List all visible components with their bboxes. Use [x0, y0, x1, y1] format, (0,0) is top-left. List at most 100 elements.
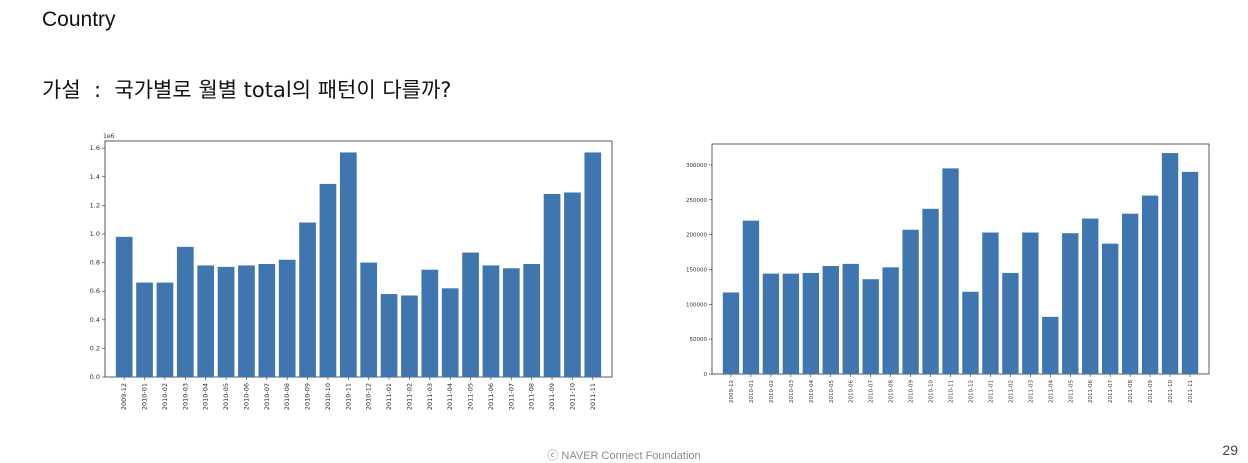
bar [115, 236, 133, 377]
y-tick-label: 0 [704, 372, 708, 378]
bar [942, 168, 959, 374]
y-offset-label: 1e6 [103, 133, 115, 140]
bar [238, 265, 255, 377]
x-tick-label: 2010-10 [929, 380, 935, 403]
y-tick-label: 1.2 [90, 201, 100, 209]
x-tick-label: 2010-09 [909, 380, 915, 403]
x-tick-label: 2010-08 [889, 380, 895, 403]
bar [1062, 233, 1079, 374]
bar [380, 294, 398, 377]
bar [523, 264, 541, 377]
bar [1141, 195, 1159, 374]
bar [564, 192, 581, 377]
x-tick-label: 2011-04 [446, 383, 454, 410]
bar [502, 268, 520, 377]
bar [278, 259, 296, 377]
bar [1042, 316, 1059, 374]
x-tick-label: 2010-01 [141, 383, 149, 410]
bar [339, 152, 357, 377]
x-tick-label: 2011-03 [426, 383, 434, 410]
bar [722, 292, 740, 374]
chart-right-svg: 0 50000 100000 150000 200000 250000 300000 2009… [686, 143, 1210, 403]
x-tick-label: 2010-10 [324, 383, 332, 410]
x-tick-label: 2011-05 [467, 383, 475, 410]
bar [156, 282, 174, 377]
bar [197, 265, 215, 377]
x-tick-label: 2010-02 [769, 380, 775, 403]
x-tick-label: 2010-08 [283, 383, 291, 410]
x-tick-label: 2010-05 [829, 380, 835, 403]
y-tick-label: 200000 [686, 233, 707, 239]
x-tick-label: 2009-12 [120, 383, 128, 410]
x-tick-label: 2011-09 [548, 383, 556, 410]
x-tick-label: 2010-04 [809, 380, 815, 403]
bar [1022, 232, 1039, 374]
x-tick-label: 2010-05 [222, 383, 230, 410]
x-tick-label: 2010-02 [161, 383, 169, 410]
y-tick-label: 1.4 [90, 173, 100, 181]
x-tick-label: 2011-10 [1168, 380, 1174, 403]
x-tick-label: 2010-04 [202, 383, 210, 410]
x-tick-label: 2011-10 [568, 383, 576, 410]
bar [782, 273, 800, 374]
x-tick-label: 2011-09 [1148, 380, 1154, 403]
x-tick-label: 2011-11 [589, 383, 597, 410]
bar [762, 273, 780, 374]
y-tick-label: 100000 [686, 302, 707, 308]
y-tick-label: 0.6 [90, 287, 100, 295]
y-tick-label: 150000 [686, 267, 707, 273]
x-tick-label: 2011-02 [1008, 380, 1014, 403]
bar [862, 279, 879, 374]
bar [962, 291, 979, 374]
x-tick-label: 2010-12 [365, 383, 373, 410]
x-tick-label: 2010-03 [181, 383, 189, 410]
bar [902, 229, 919, 374]
x-tick-label: 2011-08 [528, 383, 536, 410]
bar [1082, 218, 1099, 374]
x-tick-label: 2011-08 [1128, 380, 1134, 403]
x-tick-label: 2011-01 [988, 380, 994, 403]
bar [1121, 213, 1139, 374]
bar [543, 193, 561, 377]
y-tick-label: 300000 [686, 163, 707, 169]
bar [802, 272, 819, 374]
x-tick-label: 2010-12 [968, 380, 974, 403]
x-tick-label: 2010-07 [263, 383, 271, 410]
bar [882, 267, 899, 374]
plot-frame [711, 143, 1210, 375]
bar [299, 222, 316, 377]
x-tick-label: 2009-12 [729, 380, 735, 403]
bar [421, 269, 439, 377]
bar [441, 288, 459, 377]
bar [360, 262, 378, 377]
bar [258, 264, 276, 377]
bar [217, 266, 235, 377]
page-number: 29 [1222, 442, 1238, 458]
x-tick-label: 2010-03 [789, 380, 795, 403]
bar [176, 246, 194, 377]
bar [742, 220, 760, 374]
y-tick-label: 0.8 [90, 259, 100, 267]
y-tick-label: 250000 [686, 198, 707, 204]
x-tick-label: 2011-06 [1088, 380, 1094, 403]
y-tick-label: 0.0 [90, 373, 100, 381]
bar [462, 252, 479, 377]
bar [922, 208, 939, 374]
y-tick-label: 50000 [690, 337, 708, 343]
chart-left: 0.0 0.2 0.4 0.6 0.8 1.0 1.2 1.4 1.6 1e6 2009-12 201… [85, 128, 625, 428]
x-tick-label: 2011-03 [1028, 380, 1034, 403]
x-tick-label: 2011-02 [405, 383, 413, 410]
bar [136, 282, 153, 377]
bar [982, 232, 999, 374]
bar [584, 152, 602, 377]
x-tick-label: 2010-07 [869, 380, 875, 403]
x-tick-label: 2010-01 [749, 380, 755, 403]
chart-right: 0 50000 100000 150000 200000 250000 300000 2009… [680, 128, 1220, 428]
x-tick-label: 2011-07 [1108, 380, 1114, 403]
bar [842, 263, 859, 374]
x-tick-label: 2011-01 [385, 383, 393, 410]
y-tick-label: 0.4 [90, 316, 100, 324]
bar [1181, 171, 1199, 374]
y-tick-label: 0.2 [90, 344, 100, 352]
